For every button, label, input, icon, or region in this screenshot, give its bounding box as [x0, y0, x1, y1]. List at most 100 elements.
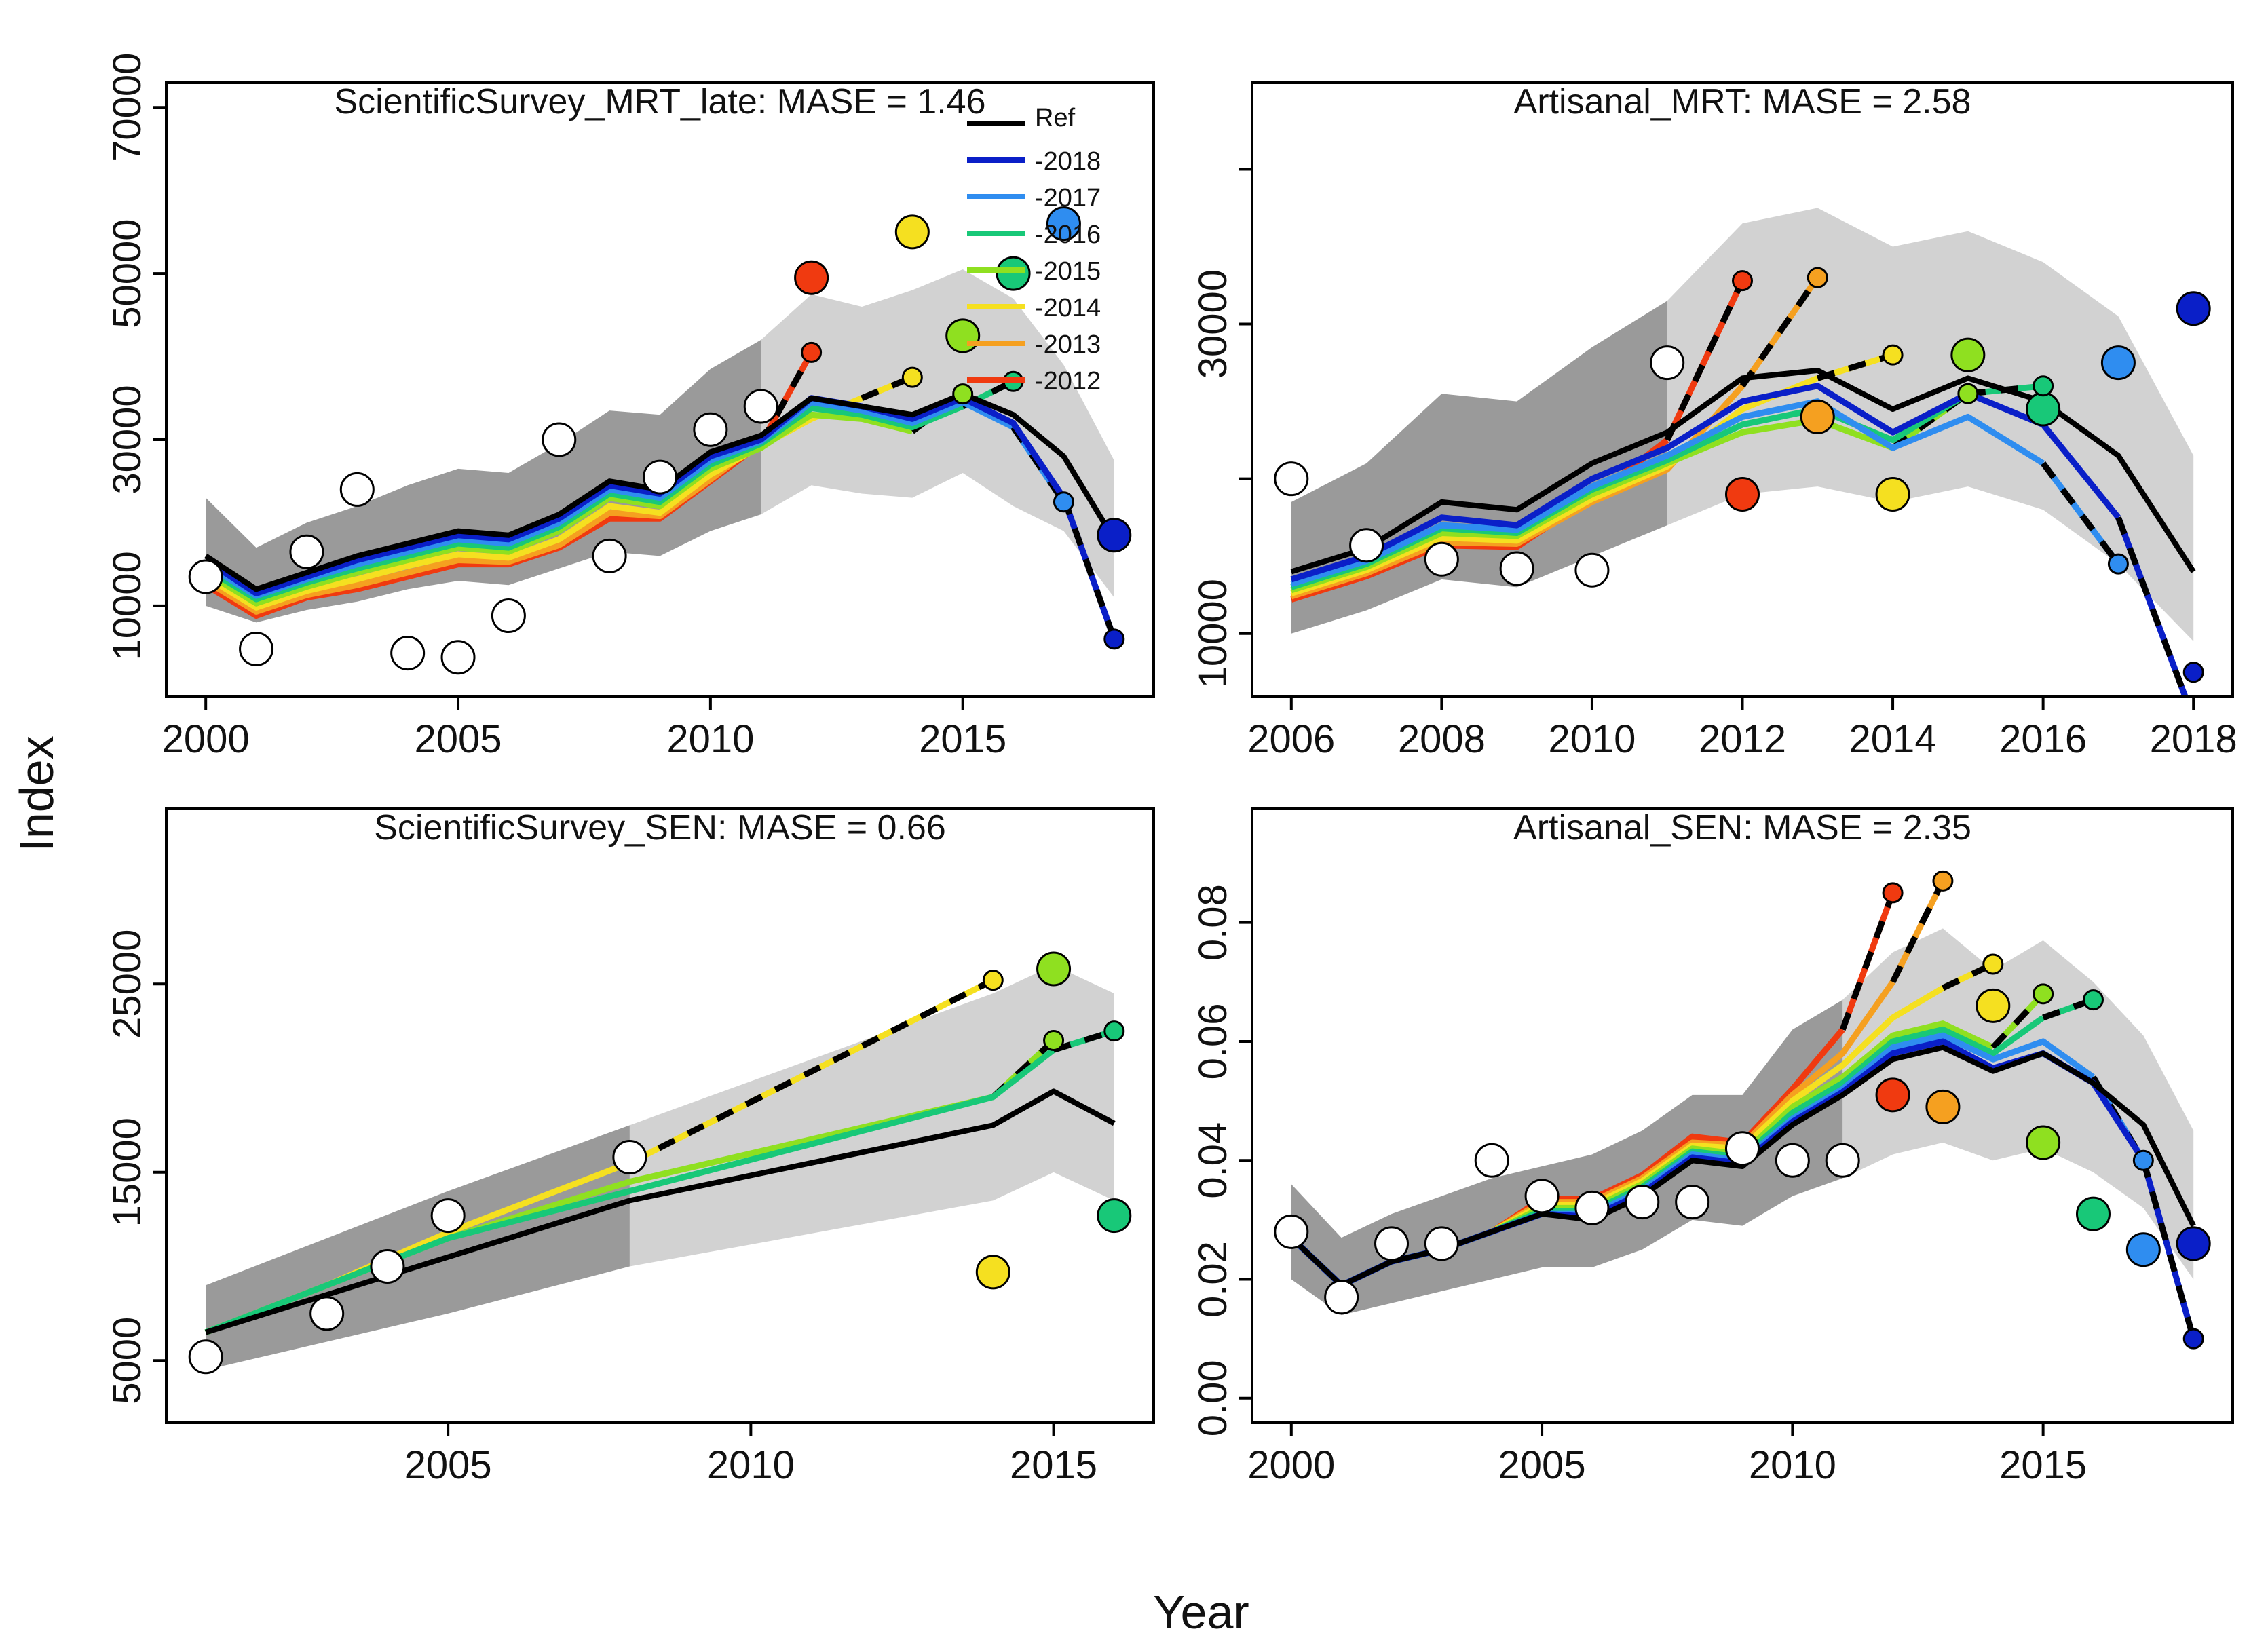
x-tick-label: 2010 [707, 1443, 795, 1487]
observation-point [1046, 206, 1081, 242]
observation-point [370, 1249, 405, 1284]
chart-panel-1: ScientificSurvey_MRT_late: MASE = 1.46 20… [105, 53, 1155, 761]
observation-point [643, 459, 677, 495]
observation-point [390, 636, 426, 671]
observation-point [1349, 528, 1384, 563]
panel-frame [165, 807, 1155, 1424]
y-tick-label: 25000 [105, 930, 149, 1039]
x-tick-label: 2015 [919, 717, 1006, 761]
observation-point [1424, 1226, 1459, 1261]
observation-point [1574, 1190, 1610, 1225]
observation-point [2026, 1125, 2061, 1160]
series-line-m2016 [204, 1047, 1056, 1335]
observation-point [188, 1339, 223, 1375]
legend-label: -2016 [1035, 221, 1101, 249]
series-line-m2015 [204, 411, 913, 607]
observation-point [2125, 1232, 2161, 1267]
x-tick-label: 2000 [1247, 1443, 1335, 1487]
y-tick-label: 0.06 [1191, 1003, 1235, 1080]
chart-panel-4: Artisanal_SEN: MASE = 2.35 2000 2005 2010 20… [1191, 807, 2234, 1487]
observation-point [1875, 1077, 1910, 1113]
predicted-point [2082, 989, 2104, 1011]
y-tick-label: 10000 [105, 551, 149, 660]
predicted-point [1103, 1020, 1125, 1042]
x-tick-label: 2012 [1699, 717, 1786, 761]
x-tick-label: 2015 [1010, 1443, 1097, 1487]
observation-point [693, 412, 728, 447]
predicted-point [2033, 375, 2054, 397]
series-line-m2014 [1290, 375, 1819, 596]
forecast-line-m2013 [1890, 879, 1946, 984]
series-line-m2018 [204, 395, 1067, 596]
observation-point [289, 534, 324, 569]
observation-point [1524, 1179, 1560, 1214]
observation-point [612, 1140, 647, 1175]
x-tick-label: 2005 [404, 1443, 492, 1487]
x-tick-label: 2008 [1398, 717, 1486, 761]
series-line-m2016 [204, 403, 964, 603]
forecast-uncertainty-band [629, 965, 1114, 1267]
forecast-dash-m2017 [2041, 461, 2121, 566]
predicted-point [801, 341, 823, 363]
observation-point [1725, 1131, 1760, 1166]
predicted-point [1882, 882, 1904, 904]
observation-point [1875, 476, 1910, 512]
x-tick-label: 2016 [1999, 717, 2087, 761]
predicted-point [2033, 983, 2054, 1005]
y-tick-label: 0.04 [1191, 1122, 1235, 1199]
y-tick-label: 0.02 [1191, 1241, 1235, 1318]
chart-panel-2: Artisanal_MRT: MASE = 2.58 2006 2008 2010 20… [1191, 81, 2237, 761]
observation-point [975, 1255, 1010, 1290]
observation-point [1274, 461, 1309, 497]
forecast-uncertainty-band [1667, 208, 2194, 642]
x-tick-label: 2014 [1849, 717, 1937, 761]
predicted-point [1732, 270, 1753, 292]
x-tick-label: 2015 [1999, 1443, 2087, 1487]
series-line-m2017 [204, 399, 1015, 599]
observation-point [1950, 337, 1986, 372]
legend-label: Ref [1035, 104, 1076, 132]
panel-frame [165, 81, 1155, 698]
observation-point [1374, 1226, 1410, 1261]
observation-point [1925, 1089, 1961, 1124]
observation-point [1775, 1143, 1810, 1178]
y-tick-label: 30000 [1191, 269, 1235, 379]
y-tick-label: 70000 [105, 53, 149, 162]
forecast-dash-m2014 [628, 977, 995, 1166]
y-tick-label: 30000 [105, 385, 149, 494]
predicted-point [1982, 953, 2004, 975]
forecast-uncertainty-band [761, 269, 1114, 598]
y-axis-title: Index [10, 735, 63, 852]
y-tick-label: 50000 [105, 218, 149, 328]
predicted-point [2182, 662, 2204, 683]
observation-point [894, 214, 930, 250]
series-line-m2017 [1290, 398, 2045, 588]
observation-point [1976, 988, 2011, 1023]
forecast-uncertainty-band [1842, 928, 2194, 1280]
observation-point [188, 559, 223, 594]
predicted-point [1043, 1029, 1065, 1051]
series-line-m2015 [1290, 417, 1894, 594]
predicted-point [952, 383, 974, 405]
legend-label: -2012 [1035, 367, 1101, 396]
predicted-point [1807, 267, 1828, 288]
legend-label: -2015 [1035, 257, 1101, 286]
ref-line [205, 1088, 1116, 1335]
x-tick-label: 2010 [1548, 717, 1636, 761]
observation-point [1097, 1198, 1132, 1234]
panel-title: Artisanal_MRT: MASE = 2.58 [1514, 82, 1971, 121]
predicted-point [2182, 1328, 2204, 1350]
predicted-point [1957, 383, 1979, 404]
observation-point [542, 422, 577, 457]
observation-point [440, 640, 476, 675]
observation-point [1675, 1185, 1710, 1220]
forecast-dash-m2016 [1053, 1028, 1116, 1053]
observation-point [1036, 951, 1072, 987]
series-line-m2018 [1290, 383, 2121, 583]
observation-point [1474, 1143, 1509, 1178]
predicted-point [2107, 553, 2129, 575]
predicted-point [901, 366, 923, 388]
observation-point [309, 1296, 345, 1331]
y-tick-label: 5000 [105, 1317, 149, 1404]
predicted-point [1103, 628, 1125, 650]
